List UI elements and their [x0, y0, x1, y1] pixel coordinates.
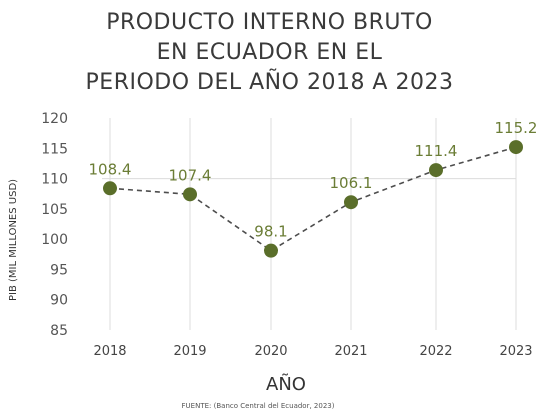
x-axis-title: AÑO	[266, 373, 306, 395]
y-tick-label: 105	[41, 202, 68, 218]
chart-title: PRODUCTO INTERNO BRUTO EN ECUADOR EN EL …	[0, 8, 539, 98]
y-tick-label: 90	[50, 293, 68, 309]
data-point-2021	[344, 195, 358, 210]
chart-title-line-1: PRODUCTO INTERNO BRUTO	[106, 10, 433, 35]
y-tick-label: 115	[41, 141, 68, 157]
chart-title-line-2: EN ECUADOR EN EL	[156, 40, 383, 65]
data-label-2019: 107.4	[169, 166, 212, 184]
data-label-2020: 98.1	[254, 223, 287, 241]
y-tick-label: 110	[41, 172, 68, 188]
data-label-layer: 108.4 107.4 98.1 106.1 111.4 115.2	[89, 119, 538, 241]
data-point-2019	[183, 187, 197, 202]
x-tick-label: 2019	[173, 344, 206, 359]
x-tick-label: 2021	[334, 344, 367, 359]
y-tick-label: 95	[50, 262, 68, 278]
data-point-2022	[429, 163, 443, 178]
data-label-2023: 115.2	[495, 119, 538, 137]
x-tick-label: 2023	[499, 344, 532, 359]
x-axis: 2018 2019 2020 2021 2022 2023	[93, 344, 532, 359]
data-label-2018: 108.4	[89, 160, 132, 178]
series-line	[109, 146, 517, 252]
y-axis: 85 90 95 100 105 110 115 120	[41, 111, 68, 339]
y-axis-title: PIB (MIL MILLONES USD)	[8, 179, 19, 301]
data-label-2021: 106.1	[330, 174, 373, 192]
data-label-2022: 111.4	[415, 142, 458, 160]
chart-title-line-3: PERIODO DEL AÑO 2018 A 2023	[85, 70, 454, 95]
series-line-layer	[109, 146, 517, 252]
data-point-layer	[103, 140, 523, 258]
data-point-2023	[509, 140, 523, 155]
data-point-2020	[264, 243, 278, 258]
grid-layer	[102, 118, 517, 330]
x-tick-label: 2018	[93, 344, 126, 359]
data-point-2018	[103, 181, 117, 196]
source-note: FUENTE: (Banco Central del Ecuador, 2023…	[182, 402, 335, 410]
x-tick-label: 2020	[254, 344, 287, 359]
y-tick-label: 100	[41, 232, 68, 248]
y-tick-label: 120	[41, 111, 68, 127]
x-tick-label: 2022	[419, 344, 452, 359]
y-tick-label: 85	[50, 323, 68, 339]
